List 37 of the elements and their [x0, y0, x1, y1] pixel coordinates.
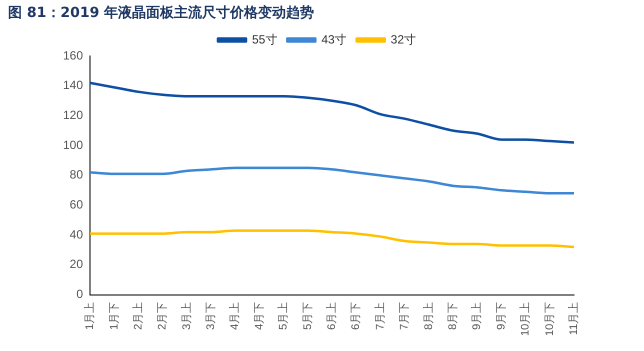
x-tick-label: 9月下: [495, 302, 508, 330]
x-tick-label: 4月上: [228, 302, 242, 330]
x-tick-label: 1月下: [108, 302, 120, 330]
line-series: [88, 82, 576, 144]
chart-title: 图 81：2019 年液晶面板主流尺寸价格变动趋势: [8, 4, 314, 22]
x-tick-label: 8月下: [447, 302, 460, 330]
x-tick-label: 3月下: [205, 302, 218, 330]
y-tick-label: 60: [70, 198, 84, 212]
y-tick-label: 40: [70, 227, 84, 242]
y-tick-label: 140: [62, 78, 84, 92]
x-tick-label: 3月上: [180, 302, 193, 330]
x-tick-label: 2月上: [131, 302, 144, 330]
x-tick-label: 6月上: [325, 302, 338, 330]
x-tick-label: 6月下: [350, 302, 362, 330]
line-series: [88, 229, 576, 248]
x-tick-label: 10月上: [518, 302, 532, 336]
x-tick-label: 11月上: [567, 302, 580, 336]
x-tick-label: 4月下: [253, 302, 266, 330]
y-tick-label: 160: [62, 48, 84, 62]
x-tick-label: 1月上: [83, 302, 96, 330]
legend-label: 43寸: [321, 32, 347, 46]
x-tick-label: 2月下: [156, 302, 169, 330]
legend-label: 55寸: [252, 32, 278, 46]
y-tick-label: 80: [70, 168, 84, 182]
legend-label: 32寸: [390, 32, 416, 46]
x-tick-label: 5月上: [276, 302, 290, 330]
y-tick-label: 0: [76, 287, 84, 302]
x-tick-label: 7月上: [373, 302, 386, 330]
y-tick-label: 120: [62, 108, 84, 122]
x-tick-label: 8月上: [422, 302, 435, 330]
y-tick-label: 100: [62, 138, 84, 152]
x-tick-label: 5月下: [302, 302, 314, 330]
x-tick-label: 7月下: [398, 302, 411, 330]
y-tick-label: 20: [70, 257, 84, 272]
x-tick-label: 10月下: [544, 302, 556, 336]
line-series: [88, 166, 576, 195]
x-tick-label: 9月上: [470, 302, 484, 330]
